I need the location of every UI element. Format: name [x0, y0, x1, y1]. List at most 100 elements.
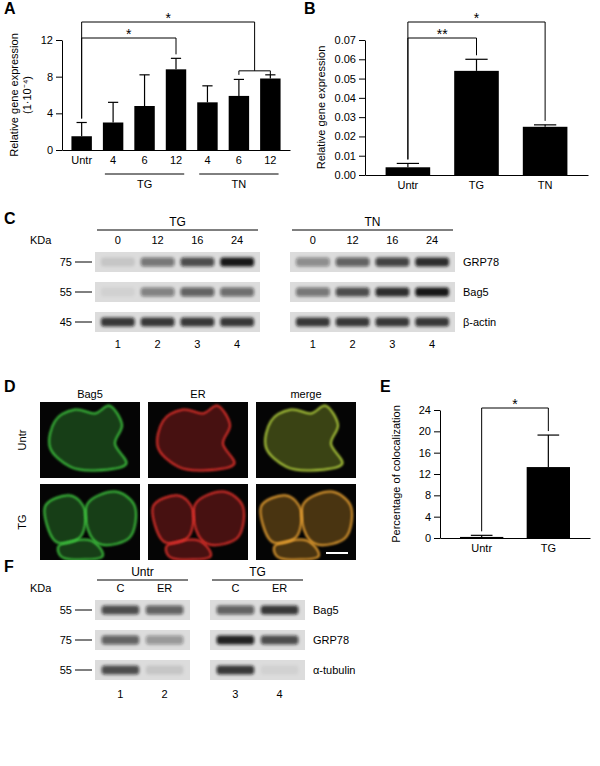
lane-label: 12 — [151, 234, 163, 246]
y-tick-label: 4 — [425, 511, 431, 523]
y-tick-label: 0.02 — [335, 130, 356, 142]
y-tick: 16 — [419, 447, 440, 459]
error-cap — [465, 59, 487, 60]
y-tick-mark — [434, 495, 440, 496]
band — [141, 258, 175, 267]
band — [217, 666, 255, 675]
lane-number: 1 — [115, 338, 121, 350]
x-tick-label: TG — [469, 179, 484, 191]
panel-label: F — [4, 558, 14, 575]
y-tick: 0.06 — [335, 53, 365, 65]
sub-bracket — [239, 71, 270, 75]
marker-label: 55 — [60, 604, 72, 616]
y-tick-mark — [56, 77, 62, 78]
y-axis-title: Percentage of colocalization — [390, 405, 402, 543]
cell — [157, 406, 234, 471]
x-tick-label: TG — [541, 542, 556, 554]
band — [180, 258, 214, 267]
image-background — [148, 402, 248, 478]
band — [375, 288, 409, 297]
blot-strip — [95, 312, 260, 332]
x-tick-label: 12 — [264, 154, 276, 166]
marker-label: 45 — [60, 316, 72, 328]
panel-label: A — [4, 0, 16, 17]
y-tick-mark — [56, 113, 62, 114]
significance-label: ** — [437, 26, 448, 42]
band — [146, 636, 184, 645]
image-background — [256, 484, 356, 560]
image-background — [256, 402, 356, 478]
band — [180, 288, 214, 297]
band — [220, 318, 254, 327]
significance-label: * — [165, 10, 171, 26]
y-axis: 04812162024 — [419, 404, 441, 544]
band — [220, 288, 254, 297]
y-tick-mark — [359, 175, 365, 176]
band — [146, 606, 184, 615]
blot-strip — [210, 630, 305, 650]
y-tick-mark — [434, 410, 440, 411]
y-tick-label: 0.05 — [335, 73, 356, 85]
figure: A04812Untr46124612Relative gene expressi… — [0, 0, 600, 766]
significance-bracket — [82, 38, 176, 119]
panel-label: C — [4, 210, 16, 227]
y-tick: 4 — [47, 107, 62, 119]
band — [141, 288, 175, 297]
y-axis-title-line: (1·10⁻⁴) — [21, 76, 33, 114]
y-tick-mark — [434, 538, 440, 539]
error-bar — [81, 123, 82, 137]
blot-header-line — [212, 580, 303, 581]
marks — [386, 59, 568, 175]
y-tick-mark — [56, 150, 62, 151]
cell — [49, 406, 126, 471]
y-tick-label: 20 — [419, 425, 431, 437]
y-tick: 24 — [419, 404, 440, 416]
bar-panel: B0.000.010.020.030.040.050.060.07UntrTGT… — [304, 0, 589, 191]
column-label: ER — [190, 388, 205, 400]
protein-label: α-tubulin — [313, 664, 355, 676]
lane-label: C — [231, 582, 239, 594]
cell — [58, 540, 103, 560]
group-line — [105, 174, 184, 175]
x-tick-label: Untr — [397, 179, 418, 191]
blot-header: TN — [365, 215, 381, 229]
x-tick-label: 4 — [204, 154, 210, 166]
band — [217, 636, 255, 645]
bar — [71, 136, 91, 150]
y-tick: 0.00 — [335, 169, 365, 181]
band — [336, 288, 370, 297]
x-tick: 4 — [110, 154, 116, 166]
band — [102, 636, 140, 645]
blot-header: TG — [169, 215, 186, 229]
x-tick-label: 4 — [110, 154, 116, 166]
microscopy-panel: DBag5ERmergeUntrTG — [4, 378, 356, 560]
group-line — [199, 174, 278, 175]
panel-label: E — [380, 378, 391, 395]
row-label: Untr — [16, 429, 28, 450]
cell — [301, 492, 352, 546]
y-tick: 8 — [425, 489, 440, 501]
blot-strip — [95, 600, 190, 620]
y-tick: 4 — [425, 511, 440, 523]
y-tick-label: 16 — [419, 447, 431, 459]
blot-strip — [95, 630, 190, 650]
y-tick-label: 24 — [419, 404, 431, 416]
band — [102, 666, 140, 675]
band — [101, 258, 135, 267]
y-tick: 12 — [41, 34, 62, 46]
protein-label: GRP78 — [313, 634, 349, 646]
x-tick: Untr — [397, 179, 418, 191]
x-tick: 4 — [204, 154, 210, 166]
lane-number: 3 — [232, 688, 238, 700]
lane-label: ER — [157, 582, 172, 594]
blot-strip — [95, 660, 190, 680]
y-axis-line — [440, 411, 441, 539]
y-tick-mark — [434, 453, 440, 454]
cell — [193, 492, 244, 546]
x-tick: 6 — [141, 154, 147, 166]
marks — [71, 58, 280, 150]
cell — [274, 540, 319, 560]
band — [375, 318, 409, 327]
protein-label: Bag5 — [463, 286, 489, 298]
error-bar — [175, 58, 176, 69]
